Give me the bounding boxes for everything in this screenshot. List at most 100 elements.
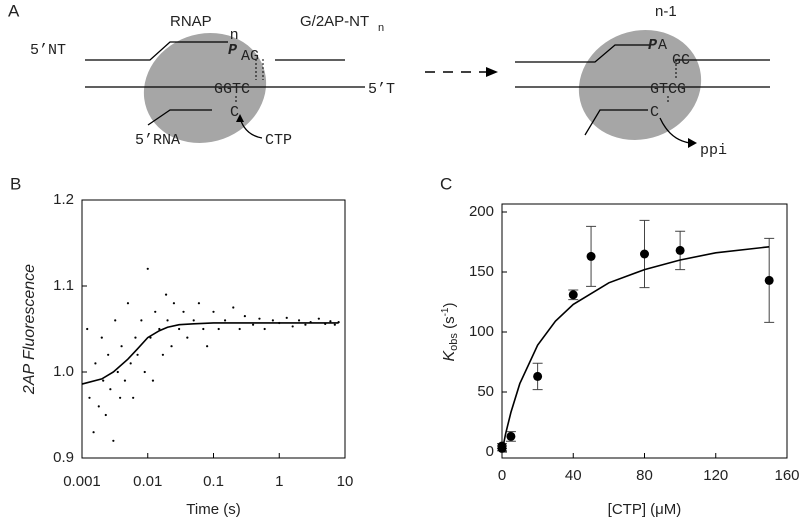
- label: 5’NT: [30, 42, 66, 59]
- data-dot: [151, 379, 155, 382]
- label: GTCG: [650, 81, 686, 98]
- data-dot: [97, 405, 100, 408]
- data-dot: [166, 319, 169, 322]
- data-dot: [263, 327, 266, 331]
- x-tick-label: 0.001: [63, 473, 101, 490]
- data-dot: [197, 302, 201, 305]
- rnap-shape: [578, 30, 702, 140]
- label: C: [650, 104, 659, 121]
- data-dot: [258, 317, 261, 320]
- data-dot: [140, 319, 143, 322]
- y-axis-label-part: obs: [448, 333, 460, 351]
- data-dot: [102, 379, 105, 382]
- data-dot: [285, 316, 288, 319]
- data-dot: [271, 319, 274, 322]
- data-dot: [164, 293, 168, 296]
- label: A: [658, 37, 667, 54]
- y-axis-label-part: 2AP Fluorescence: [21, 264, 38, 395]
- y-axis-label-part: (s: [441, 316, 458, 333]
- x-axis-label: Time (s): [186, 501, 240, 518]
- data-dot: [333, 323, 336, 326]
- y-tick-label: 1.0: [53, 363, 74, 380]
- y-tick-label: 1.2: [53, 191, 74, 208]
- data-point: [586, 251, 596, 261]
- y-tick-label: 100: [469, 323, 494, 340]
- data-dot: [170, 345, 173, 348]
- data-dot: [186, 336, 189, 339]
- panel-label: A: [8, 1, 20, 20]
- data-dot: [129, 362, 132, 365]
- label: GGTC: [214, 81, 250, 98]
- nt-strand: [515, 44, 770, 63]
- y-tick-label: 200: [469, 203, 494, 220]
- rnap-shape: [143, 33, 267, 143]
- data-dot: [192, 319, 195, 322]
- label: P: [228, 42, 237, 59]
- data-dot: [86, 327, 89, 331]
- data-dot: [217, 327, 220, 331]
- x-tick-label: 0.01: [133, 473, 162, 490]
- data-dot: [112, 439, 115, 442]
- arrow-head: [486, 67, 498, 77]
- label: CTP: [265, 132, 292, 149]
- x-tick-label: 40: [565, 467, 582, 484]
- y-tick-label: 50: [477, 383, 494, 400]
- data-dot: [182, 310, 185, 313]
- rna-strand: [584, 109, 648, 136]
- data-point: [764, 275, 774, 285]
- y-axis-label: Kobs (s-1): [440, 303, 460, 362]
- data-dot: [223, 319, 227, 322]
- label: GC: [672, 52, 690, 69]
- data-dot: [134, 336, 137, 339]
- data-dot: [154, 310, 157, 313]
- fit-curve: [81, 322, 339, 385]
- base-pair: [667, 60, 677, 103]
- nt-strand: [85, 41, 345, 61]
- label: n: [378, 22, 384, 34]
- data-point: [675, 245, 685, 255]
- label: 5’T: [368, 81, 395, 98]
- data-dot: [212, 310, 215, 313]
- panel-label: C: [440, 174, 452, 193]
- data-dot: [317, 317, 320, 320]
- data-dot: [178, 327, 181, 331]
- data-dot: [107, 353, 110, 356]
- y-tick-label: 150: [469, 263, 494, 280]
- data-dot: [100, 336, 103, 339]
- data-dot: [104, 413, 107, 417]
- base-pair: [235, 59, 264, 103]
- label: G/2AP-NT: [300, 13, 369, 30]
- fit-curve: [501, 246, 770, 453]
- data-dot: [123, 379, 127, 382]
- label: AG: [241, 48, 259, 65]
- label: n-1: [655, 3, 677, 20]
- data-dot: [88, 396, 91, 399]
- data-point: [533, 371, 543, 381]
- data-point: [640, 249, 649, 259]
- data-dot: [297, 319, 301, 322]
- x-tick-label: 160: [774, 467, 799, 484]
- panel-label: B: [10, 174, 21, 193]
- data-dot: [94, 362, 97, 365]
- data-dot: [161, 353, 165, 356]
- x-axis-label: [CTP] (μM): [608, 501, 682, 518]
- data-dot: [304, 323, 307, 326]
- plot-frame: [81, 199, 346, 459]
- data-dot: [116, 370, 119, 374]
- label: RNAP: [170, 13, 212, 30]
- x-tick-label: 80: [636, 467, 653, 484]
- data-dot: [132, 396, 135, 399]
- data-dot: [329, 320, 332, 323]
- arrow-head: [688, 138, 697, 148]
- data-dot: [143, 370, 146, 374]
- y-tick-label: 1.1: [53, 277, 74, 294]
- y-axis-label-part: K: [441, 350, 458, 362]
- arrow: [659, 117, 691, 144]
- rna-strand: [147, 109, 212, 126]
- data-dot: [109, 388, 112, 391]
- y-tick-label: 0.9: [53, 449, 74, 466]
- arrow-head: [236, 114, 244, 122]
- data-dot: [92, 431, 95, 434]
- y-axis-label: 2AP Fluorescence: [21, 264, 38, 395]
